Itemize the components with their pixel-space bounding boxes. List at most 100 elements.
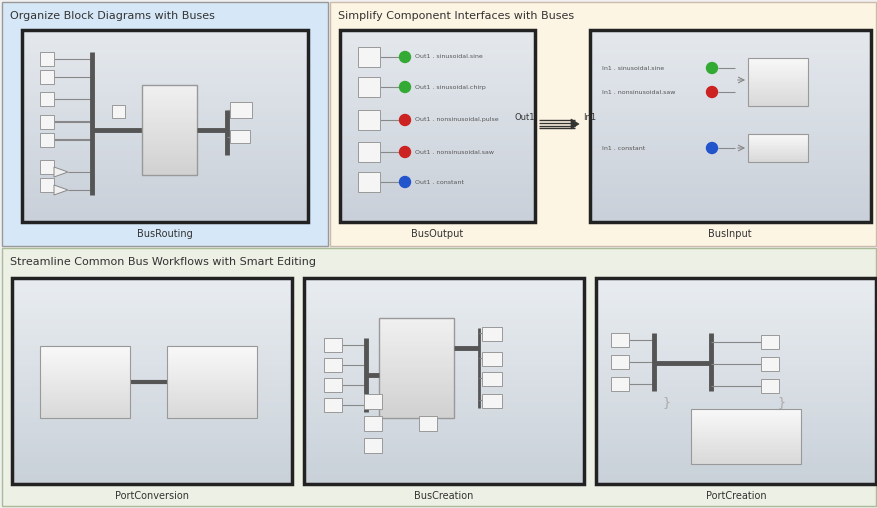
Bar: [142, 171, 196, 173]
Text: BusCreation: BusCreation: [414, 491, 474, 501]
Bar: [589, 64, 870, 69]
Bar: [690, 427, 800, 429]
Bar: [142, 155, 196, 157]
Bar: [379, 386, 453, 389]
Bar: [22, 183, 308, 189]
Bar: [747, 141, 807, 142]
Bar: [40, 407, 130, 409]
Bar: [167, 352, 257, 354]
Text: Simplify Component Interfaces with Buses: Simplify Component Interfaces with Buses: [338, 11, 574, 21]
Bar: [358, 142, 380, 162]
Bar: [40, 380, 130, 383]
Bar: [22, 44, 308, 50]
Bar: [303, 448, 583, 454]
Bar: [747, 144, 807, 146]
Bar: [167, 407, 257, 409]
Bar: [22, 112, 308, 117]
Bar: [747, 155, 807, 157]
Bar: [167, 402, 257, 404]
Bar: [167, 400, 257, 402]
Bar: [595, 299, 875, 304]
Bar: [747, 103, 807, 104]
Bar: [747, 74, 807, 75]
Bar: [747, 90, 807, 92]
Bar: [589, 145, 870, 150]
Text: BusRouting: BusRouting: [137, 229, 193, 239]
Bar: [747, 99, 807, 101]
Bar: [339, 145, 534, 150]
Bar: [379, 368, 453, 371]
Bar: [142, 135, 196, 137]
Bar: [142, 114, 196, 117]
Bar: [40, 52, 54, 66]
Bar: [379, 408, 453, 411]
Bar: [747, 151, 807, 152]
Bar: [339, 193, 534, 199]
Bar: [339, 87, 534, 93]
Bar: [40, 389, 130, 392]
Bar: [589, 44, 870, 50]
Bar: [690, 454, 800, 456]
Bar: [589, 87, 870, 93]
Bar: [12, 396, 292, 402]
Bar: [747, 140, 807, 141]
Bar: [595, 319, 875, 325]
Circle shape: [706, 143, 717, 153]
Circle shape: [399, 114, 410, 125]
Bar: [12, 355, 292, 361]
Bar: [142, 103, 196, 106]
Bar: [690, 459, 800, 460]
Bar: [12, 304, 292, 309]
Bar: [40, 393, 130, 395]
Bar: [595, 289, 875, 294]
Bar: [40, 368, 130, 370]
Bar: [595, 417, 875, 423]
Bar: [589, 131, 870, 136]
Bar: [747, 71, 807, 73]
Bar: [339, 92, 534, 98]
Bar: [22, 208, 308, 213]
Bar: [167, 376, 257, 379]
Bar: [142, 173, 196, 175]
Bar: [379, 375, 453, 378]
Bar: [595, 432, 875, 438]
Bar: [22, 160, 308, 165]
Bar: [747, 61, 807, 64]
Bar: [339, 64, 534, 69]
Bar: [12, 335, 292, 340]
Bar: [303, 417, 583, 423]
Bar: [747, 153, 807, 155]
Bar: [595, 412, 875, 418]
Bar: [324, 378, 342, 392]
Bar: [339, 102, 534, 107]
Bar: [747, 153, 807, 154]
Bar: [142, 132, 196, 135]
Bar: [12, 381, 292, 387]
Bar: [747, 65, 807, 67]
Bar: [595, 463, 875, 469]
Bar: [339, 183, 534, 189]
Bar: [12, 448, 292, 454]
Bar: [747, 75, 807, 77]
Bar: [747, 105, 807, 107]
Bar: [690, 424, 800, 426]
Bar: [760, 379, 778, 393]
Bar: [303, 473, 583, 480]
Bar: [339, 155, 534, 160]
Bar: [747, 155, 807, 156]
Bar: [40, 133, 54, 147]
Bar: [747, 89, 807, 91]
Bar: [167, 359, 257, 361]
Bar: [142, 116, 196, 119]
Bar: [167, 353, 257, 356]
Bar: [22, 126, 308, 131]
Bar: [12, 330, 292, 335]
Bar: [747, 78, 807, 80]
Bar: [339, 160, 534, 165]
Bar: [22, 92, 308, 98]
Bar: [142, 92, 196, 94]
Bar: [379, 333, 453, 336]
Bar: [747, 158, 807, 159]
Bar: [167, 396, 257, 399]
Bar: [40, 346, 130, 418]
